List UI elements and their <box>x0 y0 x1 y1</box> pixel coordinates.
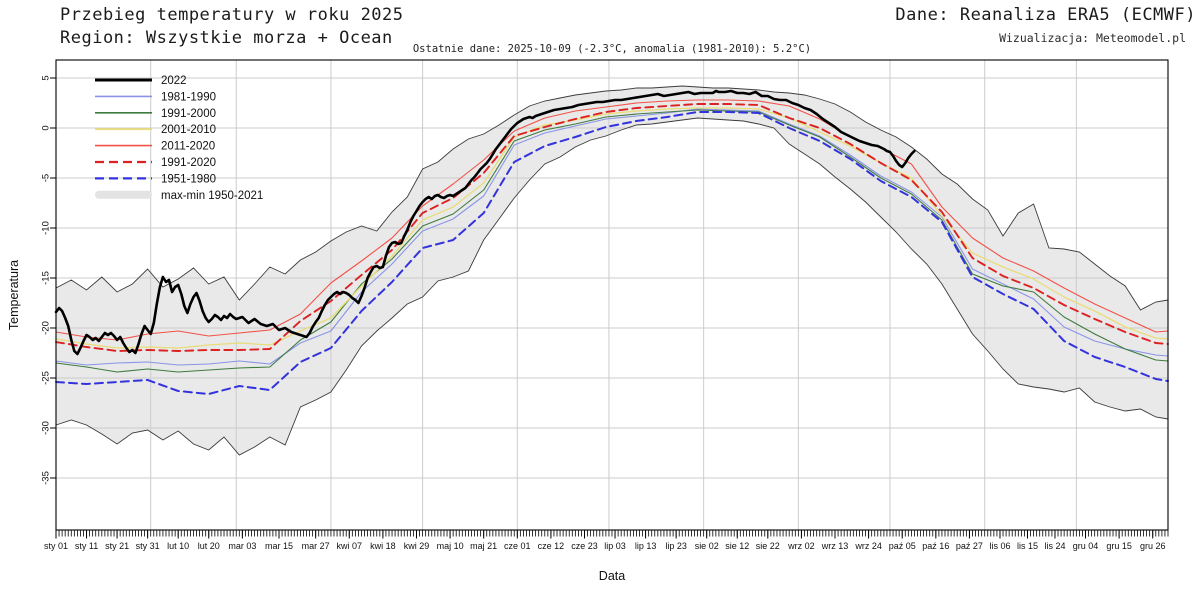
svg-text:cze 23: cze 23 <box>571 541 598 551</box>
legend-item-2001-2010: 2001-2010 <box>95 124 216 136</box>
series-line-1991-2000 <box>55 109 1169 373</box>
svg-text:paź 16: paź 16 <box>922 541 949 551</box>
svg-text:lis 24: lis 24 <box>1044 541 1065 551</box>
visualization-credit: Wizualizacja: Meteomodel.pl <box>999 31 1186 45</box>
svg-text:sie 22: sie 22 <box>756 541 780 551</box>
svg-text:paź 05: paź 05 <box>889 541 916 551</box>
series-line-1991-2020 <box>55 103 1169 352</box>
band-bottom-edge <box>55 117 1169 456</box>
svg-text:sty 01: sty 01 <box>44 541 68 551</box>
svg-text:mar 27: mar 27 <box>302 541 330 551</box>
legend-item-1981-1990: 1981-1990 <box>95 91 216 103</box>
legend-item-2011-2020: 2011-2020 <box>95 141 215 153</box>
svg-text:5: 5 <box>41 75 52 80</box>
region-subtitle: Region: Wszystkie morza + Ocean <box>60 28 393 48</box>
svg-text:sty 31: sty 31 <box>136 541 160 551</box>
legend-item-1951-1980: 1951-1980 <box>95 173 216 185</box>
svg-text:-25: -25 <box>41 371 52 385</box>
svg-text:sty 21: sty 21 <box>105 541 129 551</box>
series-line-1951-1980 <box>55 111 1169 395</box>
svg-text:gru 15: gru 15 <box>1106 541 1132 551</box>
legend: 2022 1981-1990 1991-2000 2001-2010 2011-2020… <box>95 75 263 202</box>
legend-item-1991-2000: 1991-2000 <box>95 108 216 120</box>
svg-text:kwi 29: kwi 29 <box>404 541 430 551</box>
data-source-label: Dane: Reanaliza ERA5 (ECMWF) <box>895 5 1196 25</box>
x-axis-daily-ticks <box>55 530 1169 537</box>
svg-text:lut 10: lut 10 <box>167 541 189 551</box>
svg-text:-10: -10 <box>41 221 52 235</box>
svg-text:lut 20: lut 20 <box>198 541 220 551</box>
maxmin-band <box>56 86 1168 455</box>
svg-text:lis 06: lis 06 <box>989 541 1010 551</box>
band-top-edge <box>55 85 1169 311</box>
legend-label: 1991-2000 <box>161 108 216 120</box>
svg-text:wrz 13: wrz 13 <box>821 541 849 551</box>
svg-text:sty 11: sty 11 <box>75 541 98 551</box>
svg-text:maj 21: maj 21 <box>470 541 497 551</box>
legend-item-1991-2020: 1991-2020 <box>95 157 216 169</box>
svg-text:-15: -15 <box>41 271 52 285</box>
legend-band-swatch <box>95 190 152 199</box>
legend-label: 1991-2020 <box>161 157 216 169</box>
svg-text:cze 12: cze 12 <box>538 541 565 551</box>
svg-text:lip 23: lip 23 <box>665 541 687 551</box>
series-line-2011-2020 <box>55 99 1169 341</box>
svg-text:sie 02: sie 02 <box>695 541 719 551</box>
legend-label: 1981-1990 <box>161 91 216 103</box>
legend-label: max-min 1950-2021 <box>161 190 263 202</box>
svg-text:kwi 18: kwi 18 <box>370 541 396 551</box>
series-line-2022 <box>54 89 916 356</box>
svg-text:sie 12: sie 12 <box>725 541 749 551</box>
svg-text:lip 13: lip 13 <box>635 541 657 551</box>
svg-text:-5: -5 <box>41 174 52 182</box>
legend-item-2022: 2022 <box>95 75 187 87</box>
svg-text:maj 10: maj 10 <box>437 541 464 551</box>
svg-text:gru 04: gru 04 <box>1073 541 1099 551</box>
svg-text:cze 01: cze 01 <box>504 541 531 551</box>
x-axis-tick-labels: sty 01 sty 11 sty 21 sty 31 lut 10 lut 20 mar … <box>44 530 1165 551</box>
y-axis-ticks: 5 0 -5 -10 -15 -20 -25 -30 -35 <box>41 75 56 485</box>
legend-label: 2022 <box>161 75 187 87</box>
svg-text:0: 0 <box>41 125 52 130</box>
page-title: Przebieg temperatury w roku 2025 <box>60 5 404 25</box>
legend-item-max-min-1950-2021: max-min 1950-2021 <box>95 190 263 202</box>
series-line-1981-1990 <box>55 108 1169 366</box>
svg-text:kwi 07: kwi 07 <box>337 541 363 551</box>
series-line-2001-2010 <box>55 107 1169 349</box>
legend-label: 1951-1980 <box>161 173 216 185</box>
svg-text:mar 15: mar 15 <box>265 541 293 551</box>
legend-label: 2011-2020 <box>161 141 215 153</box>
svg-text:gru 26: gru 26 <box>1140 541 1166 551</box>
svg-text:wrz 02: wrz 02 <box>787 541 815 551</box>
svg-text:-30: -30 <box>41 421 52 435</box>
svg-text:lip 03: lip 03 <box>604 541 626 551</box>
last-data-subtitle: Ostatnie dane: 2025-10-09 (-2.3°C, anoma… <box>412 43 812 55</box>
legend-label: 2001-2010 <box>161 124 216 136</box>
svg-text:-35: -35 <box>41 471 52 485</box>
svg-text:wrz 24: wrz 24 <box>854 541 882 551</box>
svg-text:lis 15: lis 15 <box>1017 541 1038 551</box>
svg-text:-20: -20 <box>41 321 52 335</box>
svg-text:mar 03: mar 03 <box>228 541 256 551</box>
x-axis-label: Data <box>598 569 626 583</box>
svg-text:paź 27: paź 27 <box>956 541 983 551</box>
